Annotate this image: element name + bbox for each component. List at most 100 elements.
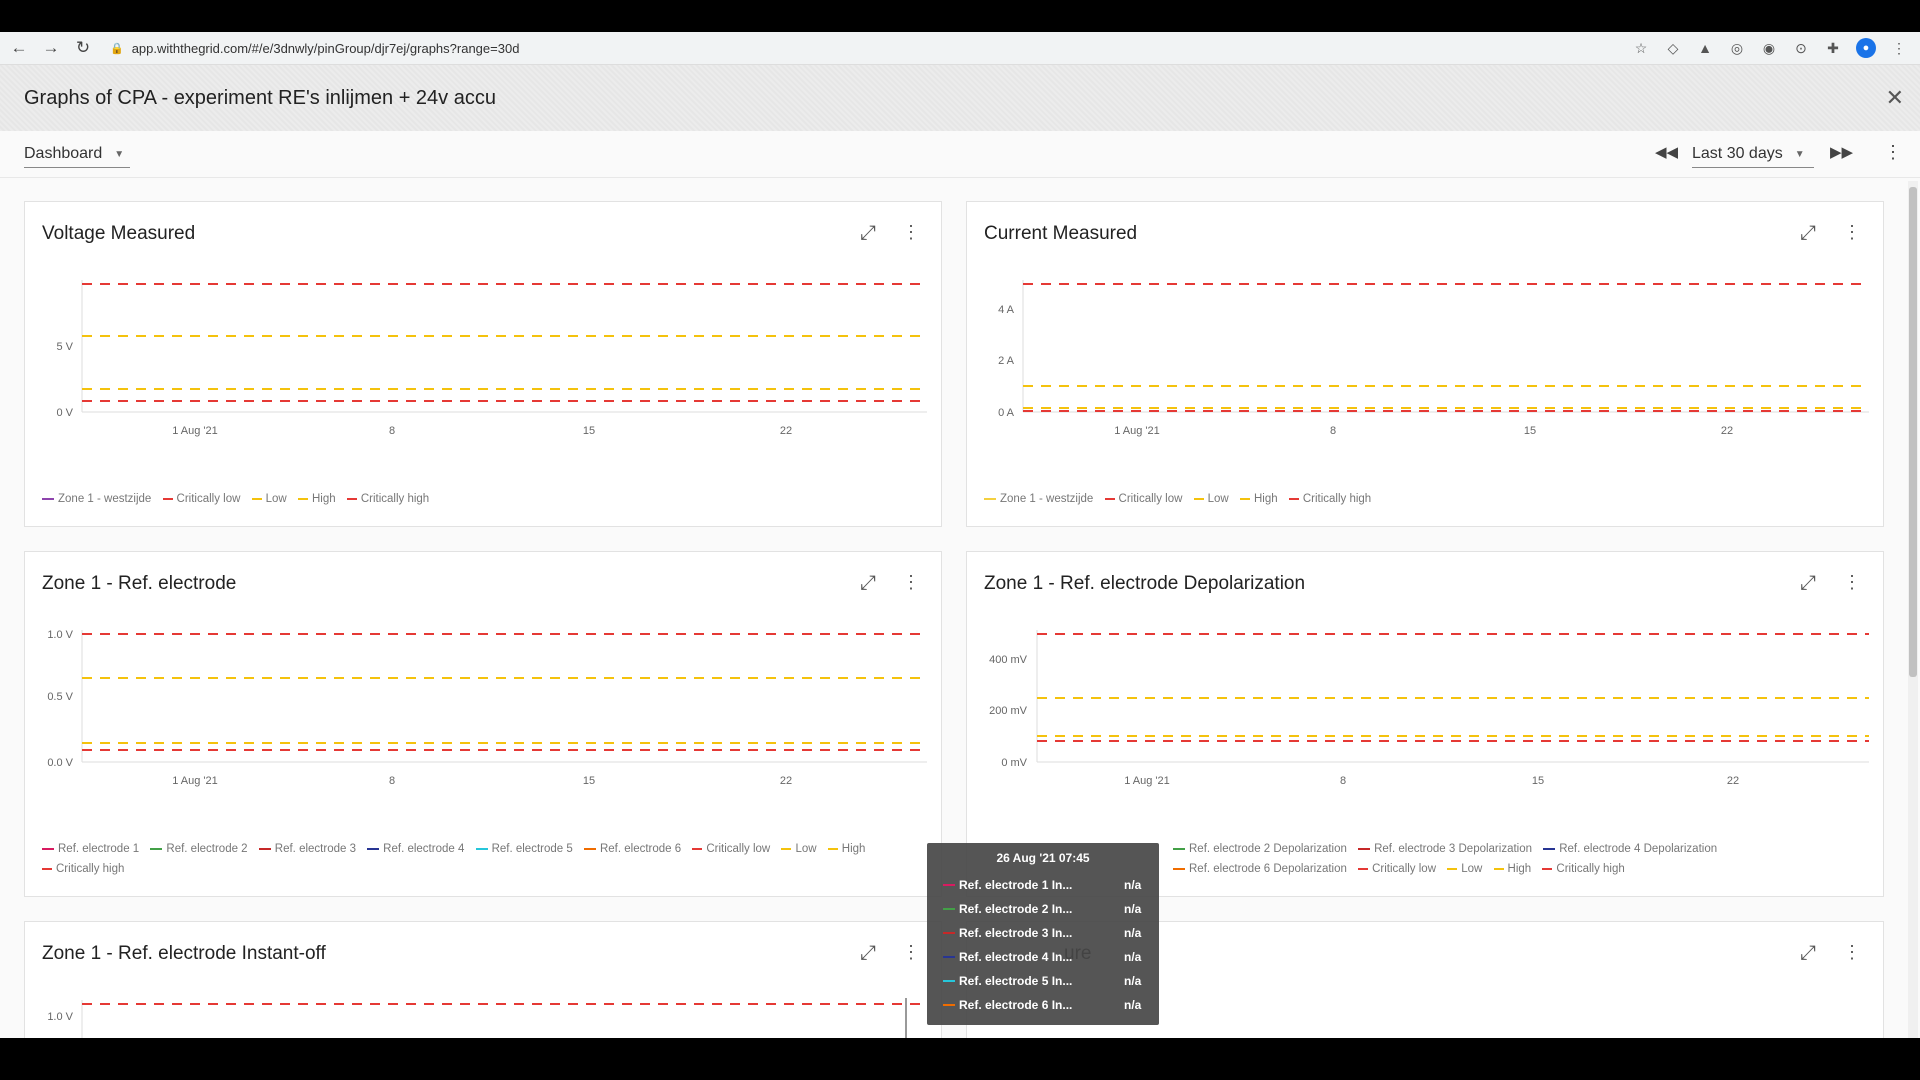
close-icon[interactable]: ✕ <box>1885 85 1904 110</box>
x-tick-label: 1 Aug '21 <box>1124 775 1170 787</box>
os-bottom-bar <box>0 1038 1920 1080</box>
expand-icon[interactable]: ⤢ <box>1800 572 1816 594</box>
legend-item[interactable]: Ref. electrode 5 <box>475 839 573 859</box>
more-vert-icon[interactable]: ⋮ <box>1843 942 1861 962</box>
tooltip-swatch <box>943 1004 955 1006</box>
legend-swatch <box>1239 497 1250 500</box>
legend-item[interactable]: Critically high <box>1542 859 1625 879</box>
expand-icon[interactable]: ⤢ <box>1800 222 1816 244</box>
chart-legend: Zone 1 - westzijde Critically low Low Hi… <box>42 489 922 509</box>
tooltip-row: Ref. electrode 4 In... n/a <box>927 945 1159 969</box>
forward-icon[interactable]: → <box>42 38 60 57</box>
browser-toolbar: ← → ↻ 🔒 app.withthegrid.com/#/e/3dnwly/p… <box>0 32 1920 65</box>
reload-icon[interactable]: ↻ <box>75 38 91 57</box>
legend-item[interactable]: Low <box>781 839 817 859</box>
chart-plot-ref-electrode: 1.0 V 0.5 V 0.0 V 1 Aug '21 8 15 22 <box>47 629 927 787</box>
legend-item[interactable]: High <box>827 839 865 859</box>
legend-item[interactable]: Critically high <box>42 859 124 879</box>
range-select[interactable]: Last 30 days ▼ <box>1692 139 1814 168</box>
legend-item[interactable]: Zone 1 - westzijde <box>42 489 151 509</box>
extension-icon[interactable]: ◉ <box>1762 39 1776 56</box>
expand-icon[interactable]: ⤢ <box>860 222 876 244</box>
legend-swatch <box>1104 497 1115 500</box>
legend-item[interactable]: Ref. electrode 4 <box>367 839 464 859</box>
legend-item[interactable]: Ref. electrode 3 Depolarization <box>1358 839 1532 859</box>
legend-item[interactable]: Ref. electrode 2 Depolarization <box>1173 839 1347 859</box>
more-vert-icon[interactable]: ⋮ <box>902 572 920 592</box>
legend-item[interactable]: Ref. electrode 3 <box>258 839 356 859</box>
legend-item[interactable]: Low <box>1447 859 1482 879</box>
dashboard-select[interactable]: Dashboard ▼ <box>24 139 130 168</box>
legend-item[interactable]: High <box>1493 859 1531 879</box>
fast-forward-icon[interactable]: ▶▶ <box>1830 144 1854 161</box>
legend-item[interactable]: Low <box>251 489 287 509</box>
y-tick-label: 0 mV <box>1001 757 1027 769</box>
extension-icon[interactable]: ◎ <box>1730 39 1744 56</box>
more-vert-icon[interactable]: ⋮ <box>1843 222 1861 242</box>
chart-title: Zone 1 - Ref. electrode Depolarization <box>984 573 1306 594</box>
legend-swatch <box>827 847 838 850</box>
legend-item[interactable]: Critically high <box>1288 489 1371 509</box>
y-tick-label: 400 mV <box>989 654 1028 666</box>
legend-item[interactable]: High <box>1239 489 1278 509</box>
legend-item[interactable]: High <box>297 489 336 509</box>
legend-item[interactable]: Zone 1 - westzijde <box>984 489 1093 509</box>
expand-icon[interactable]: ⤢ <box>1800 942 1816 964</box>
chart-legend: Zone 1 - westzijde Critically low Low Hi… <box>984 489 1864 509</box>
tooltip-swatch <box>943 980 955 982</box>
more-vert-icon[interactable]: ⋮ <box>1843 572 1861 592</box>
legend-swatch <box>1358 867 1369 870</box>
legend-swatch <box>1173 867 1185 870</box>
page-title: Graphs of CPA - experiment RE's inlijmen… <box>24 86 496 109</box>
rewind-icon[interactable]: ◀◀ <box>1655 144 1679 161</box>
chart-legend: Ref. electrode 1 Ref. electrode 2 Ref. e… <box>42 839 922 879</box>
tooltip-title: 26 Aug '21 07:45 <box>996 851 1090 865</box>
chart-plot-instant-off: 1.0 V <box>47 998 927 1038</box>
legend-item[interactable]: Critically low <box>1358 859 1436 879</box>
legend-item[interactable]: Critically low <box>162 489 240 509</box>
scrollbar-thumb[interactable] <box>1909 187 1917 677</box>
chart-tooltip: 26 Aug '21 07:45 Ref. electrode 1 In... n… <box>927 843 1159 1025</box>
tooltip-swatch <box>943 908 955 910</box>
more-vert-icon[interactable]: ⋮ <box>902 942 920 962</box>
expand-icon[interactable]: ⤢ <box>860 572 876 594</box>
chart-legend: Ref. electrode 2 Depolarization Ref. ele… <box>1173 839 1873 879</box>
back-icon[interactable]: ← <box>10 38 28 57</box>
legend-swatch <box>1543 847 1556 850</box>
profile-avatar[interactable]: ● <box>1856 38 1876 58</box>
drive-icon[interactable]: ▲ <box>1698 40 1712 56</box>
legend-swatch <box>367 847 380 850</box>
star-icon[interactable]: ☆ <box>1634 39 1648 56</box>
page-scrollbar[interactable] <box>1908 181 1918 1038</box>
legend-item[interactable]: Ref. electrode 1 <box>42 839 139 859</box>
dashboard-select-value: Dashboard <box>24 145 103 162</box>
y-tick-label: 2 A <box>998 355 1015 367</box>
location-icon[interactable]: ⊙ <box>1795 39 1807 56</box>
extensions-area: ☆ ◇ ▲ ◎ ◉ ⊙ ✚ ● ⋮ <box>1632 38 1908 58</box>
x-tick-label: 22 <box>1721 425 1733 437</box>
legend-item[interactable]: Critically low <box>692 839 770 859</box>
more-vert-icon[interactable]: ⋮ <box>902 222 920 242</box>
pocket-icon[interactable]: ◇ <box>1667 39 1679 56</box>
legend-item[interactable]: Ref. electrode 6 <box>583 839 681 859</box>
chart-card-voltage: Voltage Measured ⤢ ⋮ 5 V 0 V 1 Aug '21 8… <box>24 201 942 527</box>
expand-icon[interactable]: ⤢ <box>860 942 876 964</box>
x-tick-label: 15 <box>1532 775 1544 787</box>
more-vert-icon[interactable]: ⋮ <box>1884 142 1902 162</box>
chart-card-depolarization: Zone 1 - Ref. electrode Depolarization ⤢… <box>966 551 1884 897</box>
tooltip-row: Ref. electrode 2 In... n/a <box>927 897 1159 921</box>
legend-item[interactable]: Critically low <box>1104 489 1182 509</box>
y-tick-label: 0 A <box>998 407 1015 419</box>
x-tick-label: 1 Aug '21 <box>172 775 218 787</box>
address-bar[interactable]: 🔒 app.withthegrid.com/#/e/3dnwly/pinGrou… <box>110 36 1600 60</box>
legend-item[interactable]: Ref. electrode 2 <box>150 839 248 859</box>
legend-swatch <box>781 847 792 850</box>
legend-item[interactable]: Ref. electrode 4 Depolarization <box>1543 839 1717 859</box>
legend-item[interactable]: Ref. electrode 6 Depolarization <box>1173 859 1347 879</box>
browser-menu-icon[interactable]: ⋮ <box>1892 39 1906 56</box>
tooltip-row: Ref. electrode 5 In... n/a <box>927 969 1159 993</box>
legend-item[interactable]: Critically high <box>346 489 429 509</box>
x-tick-label: 1 Aug '21 <box>1114 425 1160 437</box>
puzzle-icon[interactable]: ✚ <box>1827 39 1839 56</box>
legend-item[interactable]: Low <box>1193 489 1229 509</box>
